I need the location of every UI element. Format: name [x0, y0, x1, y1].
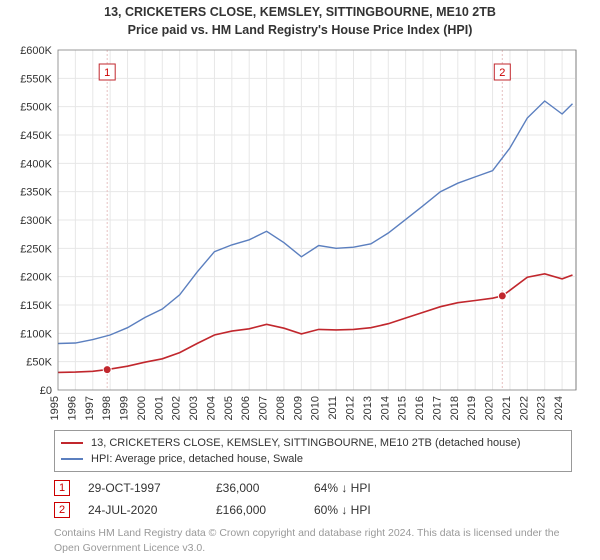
svg-text:2024: 2024	[553, 396, 565, 420]
svg-text:2014: 2014	[379, 396, 391, 420]
svg-text:1997: 1997	[84, 396, 96, 420]
svg-text:2012: 2012	[345, 396, 357, 420]
legend-item-0: 13, CRICKETERS CLOSE, KEMSLEY, SITTINGBO…	[61, 435, 565, 451]
svg-text:2006: 2006	[240, 396, 252, 420]
svg-text:2001: 2001	[153, 396, 165, 420]
line-chart: £0 £50K £100K £150K £200K £250K £300K £350K £400…	[8, 44, 590, 424]
sale-price: £36,000	[216, 478, 296, 498]
svg-text:2019: 2019	[466, 396, 478, 420]
svg-text:1996: 1996	[66, 396, 78, 420]
legend-swatch	[61, 442, 83, 444]
svg-text:£500K: £500K	[20, 102, 52, 114]
chart-container: £0 £50K £100K £150K £200K £250K £300K £350K £400…	[8, 44, 592, 424]
svg-text:2002: 2002	[171, 396, 183, 420]
callout-num-1: 1	[104, 67, 110, 79]
sale-row-1: 1 29-OCT-1997 £36,000 64% ↓ HPI	[54, 478, 572, 498]
svg-text:2015: 2015	[397, 396, 409, 420]
sale-delta: 60% ↓ HPI	[314, 500, 404, 520]
svg-text:2009: 2009	[292, 396, 304, 420]
sale-date: 29-OCT-1997	[88, 478, 198, 498]
sale-row-2: 2 24-JUL-2020 £166,000 60% ↓ HPI	[54, 500, 572, 520]
svg-text:2013: 2013	[362, 396, 374, 420]
svg-text:£400K: £400K	[20, 159, 52, 171]
legend-label: 13, CRICKETERS CLOSE, KEMSLEY, SITTINGBO…	[91, 435, 521, 451]
svg-text:£550K: £550K	[20, 74, 52, 86]
legend-label: HPI: Average price, detached house, Swal…	[91, 451, 303, 467]
svg-text:2003: 2003	[188, 396, 200, 420]
svg-text:2020: 2020	[484, 396, 496, 420]
svg-text:2000: 2000	[136, 396, 148, 420]
svg-text:2010: 2010	[310, 396, 322, 420]
page-subtitle: Price paid vs. HM Land Registry's House …	[8, 22, 592, 39]
sale-price: £166,000	[216, 500, 296, 520]
svg-text:2016: 2016	[414, 396, 426, 420]
svg-text:2022: 2022	[518, 396, 530, 420]
svg-text:£300K: £300K	[20, 215, 52, 227]
page-title: 13, CRICKETERS CLOSE, KEMSLEY, SITTINGBO…	[8, 4, 592, 22]
sale-badge: 1	[54, 480, 70, 496]
svg-text:2008: 2008	[275, 396, 287, 420]
svg-text:£350K: £350K	[20, 187, 52, 199]
svg-text:£50K: £50K	[26, 357, 52, 369]
legend-item-1: HPI: Average price, detached house, Swal…	[61, 451, 565, 467]
svg-text:2021: 2021	[501, 396, 513, 420]
marker-1	[103, 366, 111, 374]
legend: 13, CRICKETERS CLOSE, KEMSLEY, SITTINGBO…	[54, 430, 572, 472]
svg-text:£600K: £600K	[20, 45, 52, 57]
svg-text:£250K: £250K	[20, 244, 52, 256]
svg-text:2007: 2007	[258, 396, 270, 420]
svg-text:1995: 1995	[49, 396, 61, 420]
footnote: Contains HM Land Registry data © Crown c…	[54, 526, 572, 554]
svg-text:2023: 2023	[536, 396, 548, 420]
svg-text:£0: £0	[40, 385, 52, 397]
svg-text:£200K: £200K	[20, 272, 52, 284]
svg-text:1999: 1999	[119, 396, 131, 420]
svg-text:£150K: £150K	[20, 300, 52, 312]
callout-num-2: 2	[499, 67, 505, 79]
svg-text:2004: 2004	[205, 396, 217, 420]
legend-swatch	[61, 458, 83, 460]
svg-text:2017: 2017	[431, 396, 443, 420]
svg-text:£450K: £450K	[20, 130, 52, 142]
sale-badge: 2	[54, 502, 70, 518]
marker-2	[498, 292, 506, 300]
sale-delta: 64% ↓ HPI	[314, 478, 404, 498]
svg-text:1998: 1998	[101, 396, 113, 420]
sales-table: 1 29-OCT-1997 £36,000 64% ↓ HPI 2 24-JUL-2020…	[54, 478, 572, 520]
svg-text:£100K: £100K	[20, 329, 52, 341]
svg-text:2011: 2011	[327, 396, 339, 420]
svg-text:2018: 2018	[449, 396, 461, 420]
sale-date: 24-JUL-2020	[88, 500, 198, 520]
svg-text:2005: 2005	[223, 396, 235, 420]
